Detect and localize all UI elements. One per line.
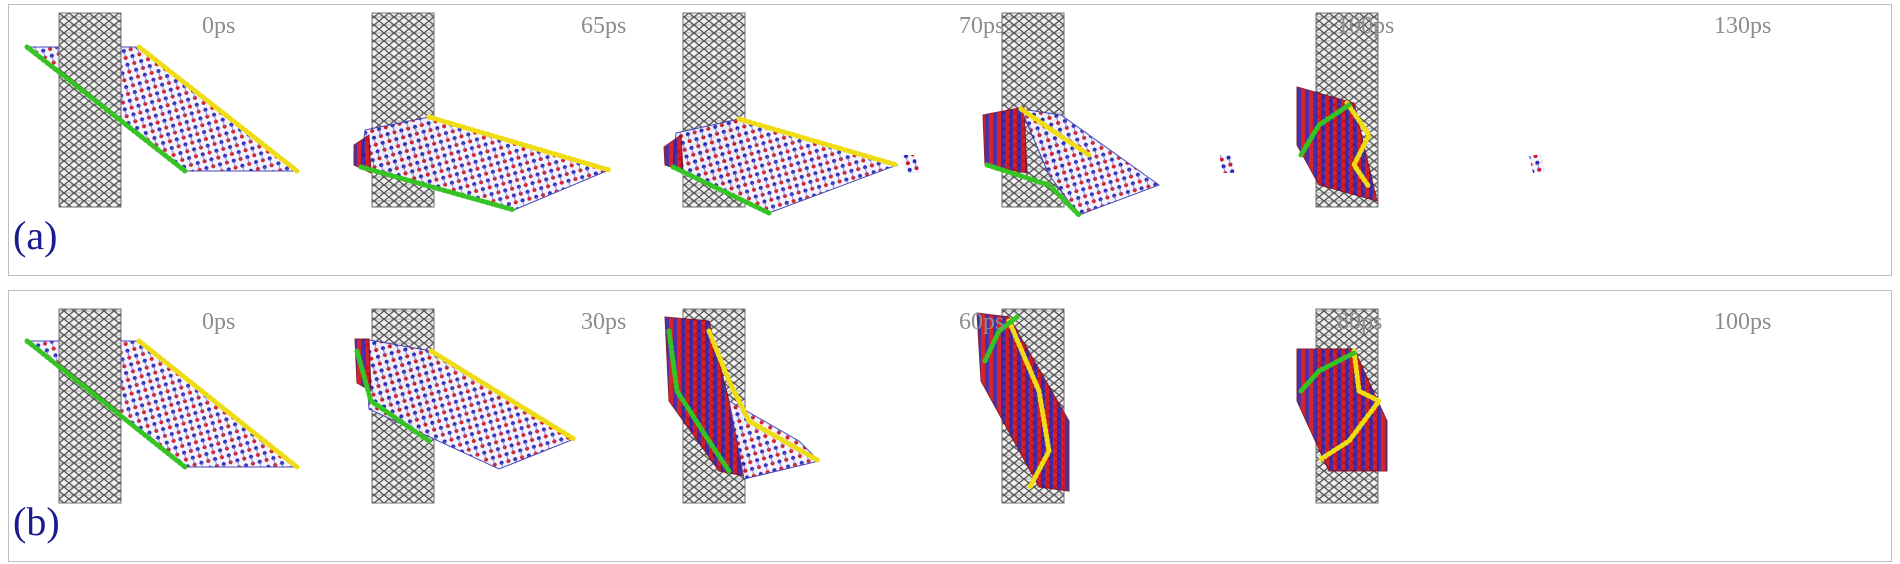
wrap-a-2 (353, 134, 372, 174)
edge-green-b-2 (354, 348, 432, 444)
nanotube-a-1 (58, 12, 122, 208)
frame-b-3 (664, 308, 822, 504)
edge-green-a-1 (24, 44, 188, 174)
edge-yellow-a-4 (1018, 106, 1092, 158)
fragment-a-4 (1219, 155, 1235, 173)
time-label-b-1: 0ps (202, 309, 236, 335)
edge-yellow-a-5 (1344, 100, 1372, 190)
edge-yellow-b-4 (1006, 318, 1052, 492)
edge-green-a-4 (984, 162, 1082, 218)
time-label-a-4: 100ps (1337, 13, 1395, 39)
time-label-a-3: 70ps (959, 13, 1005, 39)
edge-green-b-1 (24, 338, 188, 470)
frame-b-2 (354, 308, 577, 504)
panel-a: (a) 0ps 65ps 70ps 100ps 130ps (8, 4, 1892, 276)
frames-svg-b (24, 308, 1388, 504)
edge-yellow-b-3 (706, 328, 822, 464)
panel-b: (b) 0ps 30ps 60ps 80ps 100ps (8, 290, 1892, 562)
time-label-a-2: 65ps (581, 13, 627, 39)
time-label-a-5: 130ps (1714, 13, 1772, 39)
time-label-b-3: 60ps (959, 309, 1005, 335)
frames-svg-a (24, 12, 1545, 218)
frame-b-1 (24, 308, 300, 504)
time-label-a-1: 0ps (202, 13, 236, 39)
frame-a-5 (1296, 12, 1545, 208)
edge-green-a-5 (1298, 102, 1352, 158)
edge-green-a-3 (670, 164, 772, 216)
edge-yellow-a-1 (136, 44, 300, 174)
edge-yellow-a-3 (736, 116, 900, 168)
edge-green-a-2 (358, 164, 517, 213)
wrap-a-4 (982, 106, 1028, 174)
time-label-b-5: 100ps (1714, 309, 1772, 335)
frame-b-5 (1296, 308, 1388, 504)
time-label-b-4: 80ps (1337, 309, 1383, 335)
fragment-a-5 (1529, 155, 1545, 173)
edge-yellow-b-2 (428, 348, 577, 442)
edge-green-b-4 (982, 314, 1020, 364)
frame-a-4 (982, 12, 1235, 218)
frame-a-2 (353, 12, 612, 213)
fragment-a-3 (901, 155, 921, 173)
edge-yellow-b-1 (136, 338, 300, 470)
time-label-b-2: 30ps (581, 309, 627, 335)
edge-yellow-a-2 (426, 114, 612, 173)
edge-yellow-b-5 (1318, 348, 1383, 462)
panel-label-b: (b) (13, 499, 60, 544)
frame-a-1 (24, 12, 300, 208)
frame-a-3 (663, 12, 921, 216)
edge-green-b-5 (1298, 350, 1357, 394)
edge-green-b-3 (666, 328, 732, 474)
panel-label-a: (a) (13, 213, 58, 258)
sheet-a-4 (1020, 108, 1161, 216)
frame-b-4 (976, 308, 1070, 504)
